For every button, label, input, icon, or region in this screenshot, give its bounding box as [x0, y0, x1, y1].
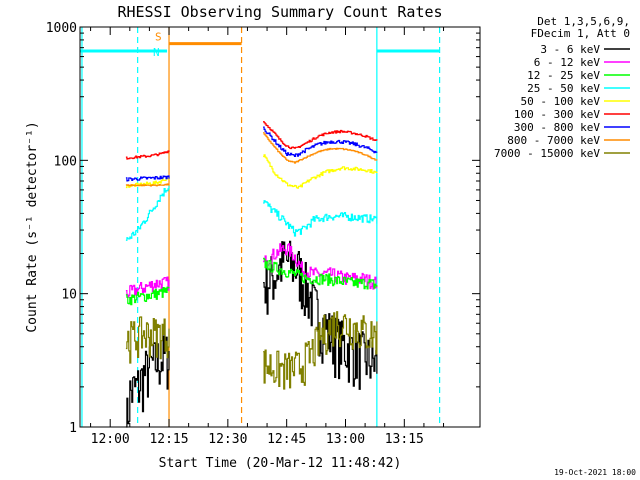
legend: Det 1,3,5,6,9,FDecim 1, Att 0 3 - 6 keV6 …	[494, 15, 630, 160]
series-line-4-seg-1	[263, 154, 378, 189]
y-tick-label-0: 1	[69, 421, 77, 436]
series-line-8-seg-0	[125, 316, 170, 364]
series-line-1-seg-0	[125, 276, 170, 298]
series-line-3-seg-0	[125, 185, 170, 241]
y-tick-label-1: 10	[61, 288, 77, 303]
flag-label-n: N	[153, 46, 160, 59]
series-line-2-seg-0	[125, 286, 170, 306]
x-tick-label-1: 12:15	[149, 432, 188, 447]
chart-title: RHESSI Observing Summary Count Rates	[117, 3, 442, 21]
series-line-2-seg-1	[263, 257, 378, 290]
x-tick-label-3: 12:45	[267, 432, 306, 447]
x-tick-label-2: 12:30	[208, 432, 247, 447]
x-tick-label-5: 13:15	[385, 432, 424, 447]
legend-label-0: 3 - 6 keV	[540, 43, 600, 56]
series-line-3-seg-1	[263, 200, 378, 237]
marker-lines	[81, 27, 441, 427]
series-layer	[125, 121, 378, 428]
x-axis-label: Start Time (20-Mar-12 11:48:42)	[159, 456, 402, 471]
legend-label-6: 300 - 800 keV	[514, 121, 600, 134]
legend-header-0: Det 1,3,5,6,9,	[537, 15, 630, 28]
flag-bars: NS	[80, 31, 440, 59]
x-tick-label-4: 13:00	[326, 432, 365, 447]
series-line-7-seg-1	[263, 132, 378, 164]
series-line-5-seg-0	[125, 150, 170, 160]
flag-label-s: S	[155, 31, 162, 44]
y-tick-label-2: 100	[54, 154, 77, 169]
legend-label-7: 800 - 7000 keV	[507, 134, 600, 147]
series-line-0-seg-0	[125, 335, 170, 428]
legend-header-1: FDecim 1, Att 0	[531, 27, 630, 40]
series-line-6-seg-1	[263, 126, 378, 157]
legend-label-3: 25 - 50 keV	[527, 82, 600, 95]
series-line-6-seg-0	[125, 175, 170, 182]
x-tick-label-0: 12:00	[91, 432, 130, 447]
y-tick-label-3: 1000	[46, 21, 77, 36]
axes: 1 10 100 1000 12:00 12:15 12:30 12:45 13:00 13:15	[46, 21, 480, 447]
plot-frame	[79, 26, 481, 428]
series-line-5-seg-1	[263, 121, 378, 150]
legend-label-1: 6 - 12 keV	[534, 56, 601, 69]
legend-label-4: 50 - 100 keV	[521, 95, 601, 108]
series-line-8-seg-1	[263, 311, 378, 390]
y-axis-label: Count Rate (s⁻¹ detector⁻¹)	[25, 121, 40, 332]
series-line-7-seg-0	[125, 183, 170, 187]
legend-label-8: 7000 - 15000 keV	[494, 147, 600, 160]
legend-label-5: 100 - 300 keV	[514, 108, 600, 121]
footer-date: 19-Oct-2021 18:00	[554, 468, 636, 477]
legend-label-2: 12 - 25 keV	[527, 69, 600, 82]
